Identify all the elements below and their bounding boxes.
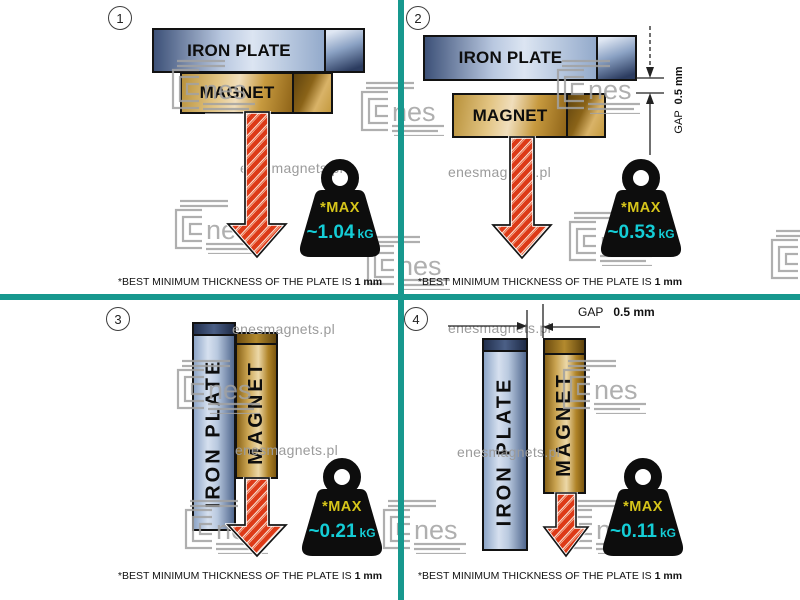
weight-icon: *MAX ~0.11 kG [596,457,690,559]
magnet-top [543,338,586,355]
iron-plate-label: IRON PLATE [458,48,563,67]
iron-plate-label: IRON PLATE [187,40,291,60]
watermark-logo-text: nes [208,375,252,405]
watermark-logo-text: nes [398,251,442,281]
watermark-text: enesmagnets.pl [448,320,552,336]
magnet-front [543,338,586,494]
watermark-text: enesmagnets.pl [457,444,561,460]
pull-arrow-icon [225,477,289,558]
weight-unit: kG [660,526,677,540]
watermark-logo-text: nes [203,75,247,105]
magnet-front [235,332,278,479]
weight-max-label: *MAX [322,499,362,515]
magnet-top [235,332,278,345]
quadrant-3-badge: 3 [106,307,130,331]
enes-logo-watermark: nes [548,58,644,116]
kettlebell-icon [295,457,389,559]
watermark-logo-text: nes [414,515,458,545]
watermark-text: enesmagnets.pl [235,442,339,458]
iron-plate-top [192,322,236,336]
enes-logo-watermark: nes [554,358,650,416]
weight-value: ~0.21 kG [308,521,376,542]
pull-arrow-icon [225,111,289,259]
weight-max-label: *MAX [621,200,661,216]
quadrant-1-badge: 1 [108,6,132,30]
weight-icon: *MAX ~0.53 kG [594,158,688,260]
caption: *BEST MINIMUM THICKNESS OF THE PLATE IS 1… [117,276,383,288]
quadrant-4-badge: 4 [404,307,428,331]
enes-logo-watermark: nes [374,498,470,556]
quadrant-2-badge: 2 [406,6,430,30]
watermark-text: enesmagnets.pl [232,321,336,337]
enes-logo-watermark: nes [358,234,454,292]
weight-value: ~1.04 kG [306,222,374,243]
iron-plate-front [423,35,598,81]
gap-dimension-lines [636,26,664,155]
caption: *BEST MINIMUM THICKNESS OF THE PLATE IS 1… [417,570,683,582]
enes-logo-watermark: nes [168,358,264,416]
gap-dimension-lines [448,304,600,338]
watermark-logo-text: nes [594,375,638,405]
caption: *BEST MINIMUM THICKNESS OF THE PLATE IS 1… [117,570,383,582]
magnet-side [292,72,333,114]
iron-plate-top [482,338,528,352]
weight-icon: *MAX ~1.04 kG [293,158,387,260]
caption: *BEST MINIMUM THICKNESS OF THE PLATE IS 1… [417,276,683,288]
iron-plate-side [324,28,365,73]
weight-value: ~0.11 kG [609,521,677,542]
weight-max-label: *MAX [623,499,663,515]
kettlebell-icon [594,158,688,260]
divider-vertical [398,0,404,600]
weight-unit: kG [359,526,376,540]
iron-plate-side [596,35,637,81]
weight-max-label: *MAX [320,200,360,216]
divider-horizontal [0,294,800,300]
enes-logo-watermark: nes [163,58,259,116]
weight-unit: kG [658,227,675,241]
enes-logo-watermark: nes [762,228,800,284]
pull-arrow-icon [542,492,590,558]
pull-arrow-icon [490,136,554,260]
magnet-label: MAGNET [472,105,548,125]
weight-value: ~0.53 kG [607,222,675,243]
kettlebell-icon [293,158,387,260]
watermark-logo-text: nes [588,75,632,105]
iron-plate-front [482,338,528,551]
weight-unit: kG [357,227,374,241]
gap-label: GAP0.5 mm [673,66,685,134]
magnet-label: MAGNET [199,83,275,102]
weight-icon: *MAX ~0.21 kG [295,457,389,559]
kettlebell-icon [596,457,690,559]
